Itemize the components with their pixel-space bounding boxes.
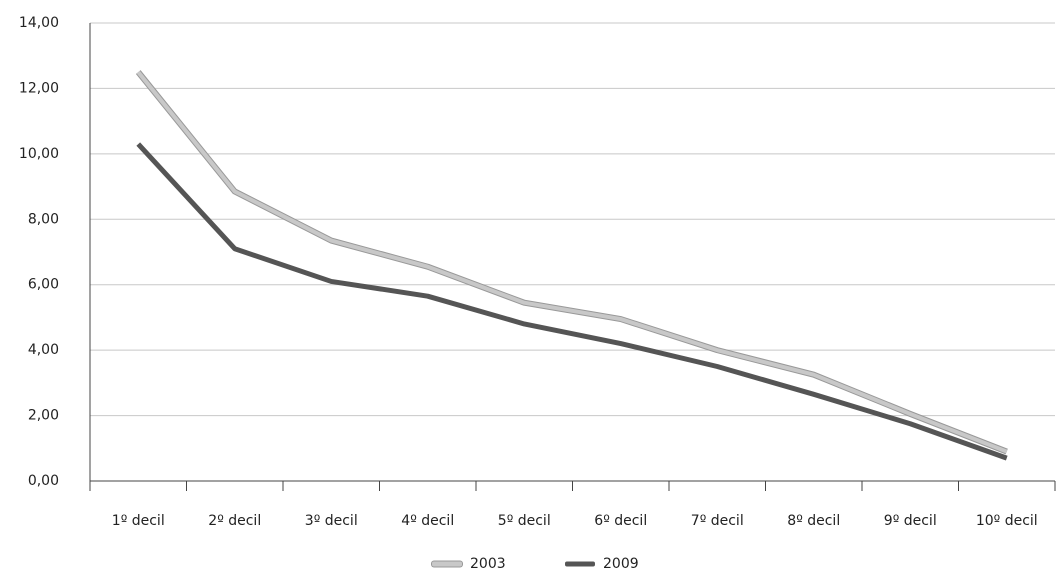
legend-swatch (432, 561, 462, 567)
series-line (136, 142, 1008, 461)
x-tick-label: 3º decil (305, 513, 358, 529)
y-tick-label: 14,00 (19, 15, 59, 31)
y-tick-label: 12,00 (19, 80, 59, 96)
y-tick-label: 0,00 (28, 473, 59, 489)
y-tick-label: 4,00 (28, 342, 59, 358)
x-tick-label: 6º decil (594, 513, 647, 529)
x-tick-label: 5º decil (498, 513, 551, 529)
x-tick-label: 10º decil (976, 513, 1038, 529)
y-tick-label: 2,00 (28, 408, 59, 424)
legend-label: 2003 (470, 556, 506, 572)
x-tick-label: 2º decil (208, 513, 261, 529)
y-tick-label: 6,00 (28, 277, 59, 293)
x-tick-label: 1º decil (112, 513, 165, 529)
series-line (136, 70, 1008, 454)
x-tick-label: 8º decil (787, 513, 840, 529)
x-tick-label: 7º decil (691, 513, 744, 529)
x-tick-label: 4º decil (401, 513, 454, 529)
y-tick-label: 8,00 (28, 211, 59, 227)
y-tick-label: 10,00 (19, 146, 59, 162)
legend-swatch (565, 561, 595, 567)
legend-label: 2009 (603, 556, 639, 572)
x-tick-label: 9º decil (884, 513, 937, 529)
